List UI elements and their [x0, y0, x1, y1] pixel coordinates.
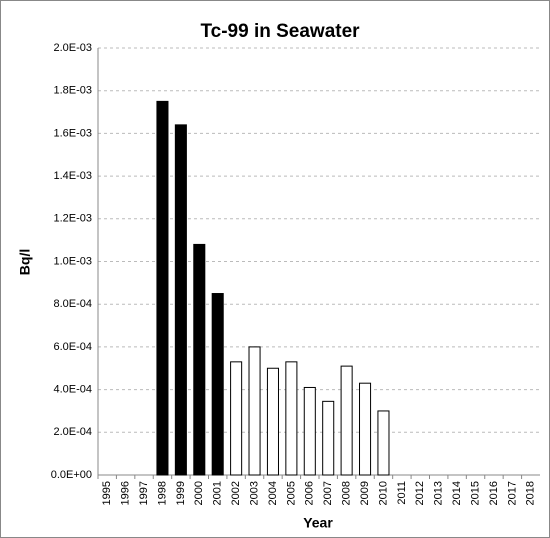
y-tick-label: 1.8E-03 [53, 85, 92, 97]
x-tick-label: 2009 [359, 481, 371, 505]
x-tick-label: 2015 [469, 481, 481, 505]
x-tick-label: 2008 [341, 481, 353, 505]
x-tick-label: 2005 [285, 481, 297, 505]
y-tick-label: 8.0E-04 [53, 298, 92, 310]
y-tick-label: 1.2E-03 [53, 213, 92, 225]
bar [340, 365, 353, 476]
chart-title: Tc-99 in Seawater [200, 21, 360, 42]
y-tick-label: 2.0E-03 [53, 42, 92, 54]
x-tick-label: 2001 [212, 481, 224, 505]
x-tick-label: 2018 [525, 481, 537, 505]
bar [303, 386, 316, 476]
x-tick-label: 2003 [248, 481, 260, 505]
y-tick-label: 1.4E-03 [53, 170, 92, 182]
bar [193, 243, 206, 476]
x-tick-label: 1999 [175, 481, 187, 505]
x-tick-label: 1995 [101, 481, 113, 505]
x-tick-label: 2010 [377, 481, 389, 505]
y-tick-label: 2.0E-04 [53, 426, 92, 438]
y-tick-label: 1.6E-03 [53, 127, 92, 139]
x-tick-label: 2013 [433, 481, 445, 505]
x-axis-label: Year [303, 515, 333, 531]
y-tick-label: 4.0E-04 [53, 384, 92, 396]
bar [230, 361, 243, 476]
y-tick-label: 0.0E+00 [51, 469, 92, 481]
bar [377, 410, 390, 476]
bar [359, 382, 372, 476]
x-tick-label: 2017 [506, 481, 518, 505]
bar [174, 124, 187, 476]
x-tick-label: 1997 [138, 481, 150, 505]
x-tick-label: 2011 [396, 481, 408, 505]
x-tick-label: 2012 [414, 481, 426, 505]
bar [322, 400, 335, 476]
x-tick-label: 2004 [267, 481, 279, 505]
y-axis-label: Bq/l [17, 249, 33, 275]
x-tick-label: 2002 [230, 481, 242, 505]
bar [266, 367, 279, 476]
x-tick-label: 1996 [120, 481, 132, 505]
bar [156, 100, 169, 476]
x-tick-label: 2014 [451, 481, 463, 505]
bar [248, 346, 261, 476]
x-tick-label: 2000 [193, 481, 205, 505]
bar [211, 293, 224, 476]
bar [285, 361, 298, 476]
y-tick-label: 6.0E-04 [53, 341, 92, 353]
x-tick-label: 2016 [488, 481, 500, 505]
x-tick-label: 2006 [304, 481, 316, 505]
x-tick-label: 1998 [156, 481, 168, 505]
y-tick-label: 1.0E-03 [53, 255, 92, 267]
x-tick-label: 2007 [322, 481, 334, 505]
